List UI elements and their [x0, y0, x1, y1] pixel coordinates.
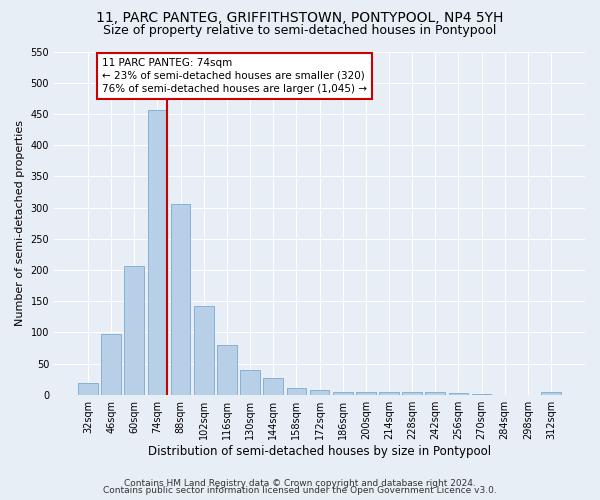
Text: Size of property relative to semi-detached houses in Pontypool: Size of property relative to semi-detach…: [103, 24, 497, 37]
Bar: [541, 392, 561, 394]
Bar: [148, 110, 167, 395]
Bar: [310, 390, 329, 394]
Bar: [263, 378, 283, 394]
Text: 11 PARC PANTEG: 74sqm
← 23% of semi-detached houses are smaller (320)
76% of sem: 11 PARC PANTEG: 74sqm ← 23% of semi-deta…: [102, 58, 367, 94]
Bar: [287, 388, 306, 394]
Bar: [217, 345, 237, 395]
Text: Contains HM Land Registry data © Crown copyright and database right 2024.: Contains HM Land Registry data © Crown c…: [124, 478, 476, 488]
Bar: [101, 334, 121, 394]
Y-axis label: Number of semi-detached properties: Number of semi-detached properties: [15, 120, 25, 326]
Bar: [356, 392, 376, 394]
Bar: [240, 370, 260, 394]
Bar: [333, 392, 353, 394]
Bar: [379, 392, 399, 394]
Text: Contains public sector information licensed under the Open Government Licence v3: Contains public sector information licen…: [103, 486, 497, 495]
Bar: [78, 384, 98, 394]
Bar: [171, 204, 190, 394]
Bar: [425, 392, 445, 394]
Bar: [194, 306, 214, 394]
X-axis label: Distribution of semi-detached houses by size in Pontypool: Distribution of semi-detached houses by …: [148, 444, 491, 458]
Bar: [124, 266, 144, 394]
Text: 11, PARC PANTEG, GRIFFITHSTOWN, PONTYPOOL, NP4 5YH: 11, PARC PANTEG, GRIFFITHSTOWN, PONTYPOO…: [97, 11, 503, 25]
Bar: [402, 392, 422, 394]
